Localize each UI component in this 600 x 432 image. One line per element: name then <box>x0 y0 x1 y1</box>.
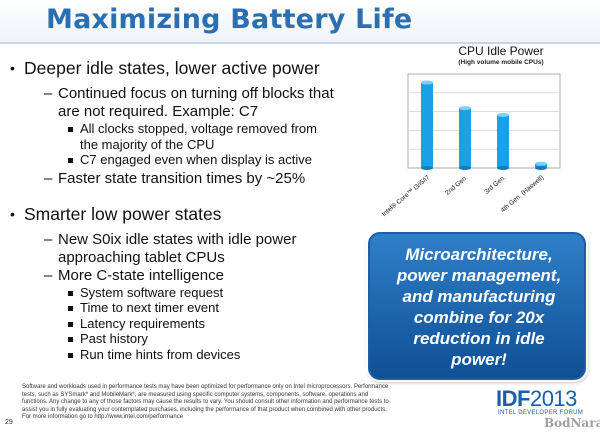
chart-subtitle: (High volume mobile CPUs) <box>458 59 544 66</box>
chart-bar-base <box>421 166 433 170</box>
bullet-dot: • <box>10 205 15 222</box>
dash-marker: – <box>44 85 53 102</box>
chart-bar <box>535 163 547 168</box>
callout-line: power management, <box>396 266 562 285</box>
bullet-level-3: Time to next timer event <box>80 300 219 315</box>
page-number: 29 <box>5 419 13 426</box>
callout-text: Microarchitecture, power management, and m… <box>370 244 588 370</box>
callout-line: Microarchitecture, <box>405 245 553 264</box>
callout-line: power! <box>451 350 507 369</box>
chart-category-label: 2nd Gen. <box>444 174 469 197</box>
chart-bar-top <box>497 113 509 118</box>
chart-bar-top <box>421 80 433 85</box>
callout-line: combine for 20x <box>413 308 545 327</box>
idf-logo-prefix: IDF <box>496 386 530 411</box>
bullet-level-1: Smarter low power states <box>24 203 222 224</box>
chart-bar <box>459 108 471 168</box>
bullet-level-3: C7 engaged even when display is active <box>80 152 312 167</box>
chart-plot-area <box>407 73 561 169</box>
chart-bar-top <box>535 161 547 166</box>
bullet-level-3: All clocks stopped, voltage removed from <box>80 121 317 136</box>
square-bullet-icon <box>68 306 73 311</box>
chart-bar-base <box>459 166 471 170</box>
bullet-level-2: approaching tablet CPUs <box>58 248 225 266</box>
bullet-level-3: Latency requirements <box>80 315 206 331</box>
cpu-idle-power-chart: Intel® Core™ i3/i5/i7 2nd Gen. 3rd Gen.4th… <box>380 73 561 218</box>
disclaimer-line: functions. Any change to any of those fa… <box>22 399 389 406</box>
idf-logo-year: 2013 <box>529 386 577 411</box>
bullet-level-3: Past history <box>80 331 148 346</box>
dash-marker: – <box>44 266 53 284</box>
bullet-level-3: System software request <box>80 284 224 300</box>
chart-bar-top <box>459 106 471 111</box>
bullet-level-1: Deeper idle states, lower active power <box>24 58 320 78</box>
bullet-level-2: More C-state intelligence <box>58 266 224 284</box>
disclaimer-line: For more information go to http://www.in… <box>22 414 184 421</box>
slide-header <box>0 0 600 44</box>
bullet-level-3: the majority of the CPU <box>80 136 215 152</box>
chart-category-label: 3rd Gen. <box>483 174 507 196</box>
idf-logo: IDF2013 <box>496 386 577 412</box>
chart-title: CPU Idle Power <box>458 44 544 58</box>
bullet-level-2: Faster state transition times by ~25% <box>58 169 306 187</box>
square-bullet-icon <box>68 337 73 342</box>
watermark: BodNara <box>544 416 600 430</box>
square-bullet-icon <box>68 352 73 358</box>
chart-bar-base <box>497 166 509 170</box>
slide-title: Maximizing Battery Life <box>46 4 413 35</box>
disclaimer-text: Software and workloads used in performan… <box>22 384 492 422</box>
chart-bar <box>497 115 509 168</box>
square-bullet-icon <box>68 290 73 296</box>
square-bullet-icon <box>68 158 73 163</box>
callout-line: and manufacturing <box>402 287 556 306</box>
square-bullet-icon <box>68 321 73 327</box>
callout-line: reduction in idle <box>413 329 545 348</box>
idf-logo-subtitle: INTEL DEVELOPER FORUM <box>498 410 584 416</box>
disclaimer-line: Software and workloads used in performan… <box>22 384 389 390</box>
chart-category-label: Intel® Core™ i3/i5/i7 <box>380 173 431 218</box>
callout-box: Microarchitecture, power management, and m… <box>368 232 586 380</box>
title-divider <box>0 42 600 44</box>
bullet-level-2: New S0ix idle states with idle power <box>58 230 297 248</box>
bullet-level-3: Run time hints from devices <box>80 346 241 362</box>
bullet-level-2: are not required. Example: C7 <box>58 103 259 120</box>
disclaimer-line: tests, such as SYSmark* and MobileMark*,… <box>22 391 369 398</box>
chart-bar-base <box>535 166 547 170</box>
square-bullet-icon <box>68 127 73 132</box>
dash-marker: – <box>44 169 53 187</box>
bullet-level-2: Continued focus on turning off blocks th… <box>58 85 334 102</box>
chart-bar <box>421 82 433 168</box>
dash-marker: – <box>44 230 53 248</box>
bullet-dot: • <box>10 60 15 76</box>
disclaimer-line: assist you in fully evaluating your cont… <box>22 406 387 413</box>
